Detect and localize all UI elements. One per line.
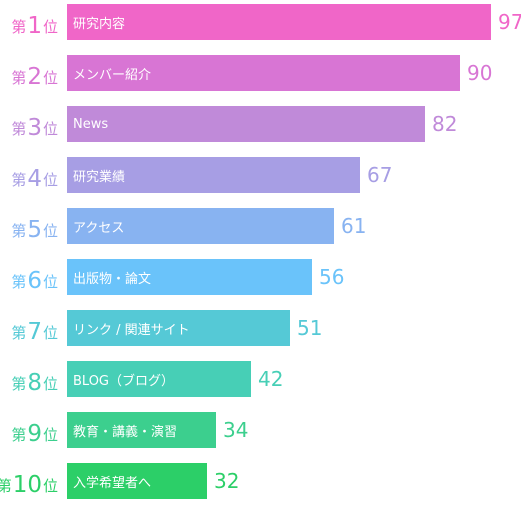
bar-row: 第 6 位出版物・論文 56 — [0, 256, 521, 307]
bar-row: 第 4 位研究業績 67 — [0, 154, 521, 205]
rank-number: 1 — [27, 13, 42, 39]
rank-prefix: 第 — [11, 426, 27, 444]
rank-prefix: 第 — [11, 324, 27, 342]
bar: News — [67, 106, 425, 142]
bar-row: 第 3 位 News 82 — [0, 103, 521, 154]
category-label: 研究内容 — [73, 16, 126, 32]
bar: 出版物・論文 — [67, 259, 312, 295]
bar: 研究内容 — [67, 4, 491, 40]
ranking-bar-chart: 第 1 位研究内容 97 第 2 位メンバー紹介 90 第 3 位 News 82 第 4 位研究業績 67 第 5… — [0, 1, 521, 499]
rank-suffix: 位 — [42, 375, 58, 393]
rank-prefix: 第 — [11, 273, 27, 291]
category-label: アクセス — [73, 220, 125, 236]
rank-number: 8 — [27, 370, 42, 396]
rank-suffix: 位 — [42, 426, 58, 444]
rank-number: 9 — [27, 421, 42, 447]
rank-number: 2 — [27, 64, 42, 90]
rank-suffix: 位 — [42, 324, 58, 342]
rank-prefix: 第 — [11, 69, 27, 87]
rank-number: 4 — [27, 166, 42, 192]
rank-prefix: 第 — [11, 18, 27, 36]
value-label: 90 — [467, 61, 493, 85]
bar-row: 第 5 位アクセス 61 — [0, 205, 521, 256]
bar: BLOG（ブログ） — [67, 361, 251, 397]
rank-suffix: 位 — [42, 171, 58, 189]
category-label: 入学希望者へ — [73, 475, 152, 491]
value-label: 61 — [341, 214, 367, 238]
bar: 研究業績 — [67, 157, 360, 193]
rank-suffix: 位 — [42, 477, 58, 495]
rank-number: 6 — [27, 268, 42, 294]
bar: アクセス — [67, 208, 334, 244]
value-label: 34 — [223, 418, 249, 442]
value-label: 32 — [214, 469, 240, 493]
rank-suffix: 位 — [42, 222, 58, 240]
bar-row: 第 7 位リンク / 関連サイト 51 — [0, 307, 521, 358]
rank-suffix: 位 — [42, 273, 58, 291]
bar: 入学希望者へ — [67, 463, 207, 499]
category-label: メンバー紹介 — [73, 67, 152, 83]
bar: メンバー紹介 — [67, 55, 460, 91]
category-label: リンク / 関連サイト — [73, 322, 190, 338]
category-label: 出版物・論文 — [73, 271, 152, 287]
rank-prefix: 第 — [11, 375, 27, 393]
bar-row: 第 1 位研究内容 97 — [0, 1, 521, 52]
rank-suffix: 位 — [42, 120, 58, 138]
value-label: 67 — [367, 163, 393, 187]
rank-suffix: 位 — [42, 18, 58, 36]
category-label: BLOG（ブログ） — [73, 373, 175, 389]
category-label: 研究業績 — [73, 169, 126, 185]
rank-number: 5 — [27, 217, 42, 243]
rank-number: 3 — [27, 115, 42, 141]
category-label: 教育・講義・演習 — [73, 424, 178, 440]
bar: 教育・講義・演習 — [67, 412, 216, 448]
rank-number: 7 — [27, 319, 42, 345]
rank-prefix: 第 — [11, 171, 27, 189]
bar-row: 第 10 位入学希望者へ 32 — [0, 460, 521, 511]
rank-suffix: 位 — [42, 69, 58, 87]
rank-prefix: 第 — [11, 120, 27, 138]
bar-row: 第 8 位 BLOG（ブログ） 42 — [0, 358, 521, 409]
rank-number: 10 — [12, 472, 42, 498]
value-label: 56 — [319, 265, 345, 289]
rank-prefix: 第 — [0, 477, 12, 495]
value-label: 82 — [432, 112, 458, 136]
value-label: 51 — [297, 316, 323, 340]
rank-prefix: 第 — [11, 222, 27, 240]
bar-row: 第 2 位メンバー紹介 90 — [0, 52, 521, 103]
value-label: 42 — [258, 367, 284, 391]
value-label: 97 — [498, 10, 521, 34]
rank-label: 第 10 位 — [0, 460, 58, 511]
bar-row: 第 9 位教育・講義・演習 34 — [0, 409, 521, 460]
bar: リンク / 関連サイト — [67, 310, 290, 346]
category-label: News — [73, 116, 109, 132]
